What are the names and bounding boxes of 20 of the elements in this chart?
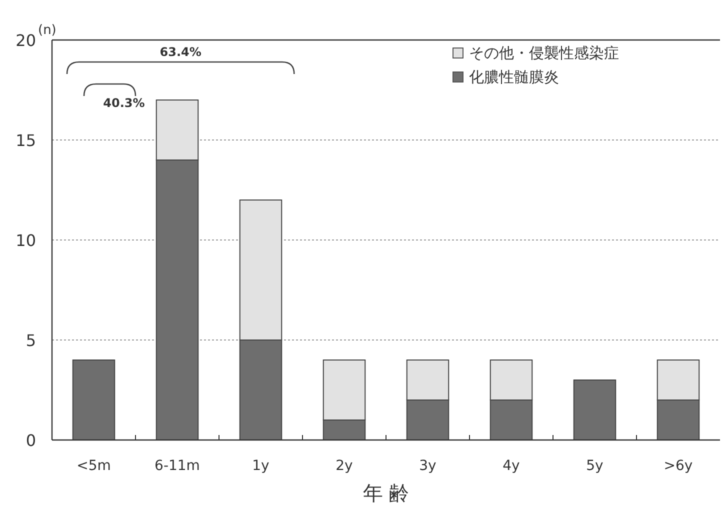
x-axis-title: 年 齢 xyxy=(362,481,410,505)
y-axis-title: (n) xyxy=(38,23,56,38)
x-tick-label: 4y xyxy=(502,458,520,474)
y-tick-label: 5 xyxy=(26,331,36,350)
bar xyxy=(573,380,616,440)
x-tick-label: <5m xyxy=(76,458,111,474)
y-tick-label: 15 xyxy=(16,131,36,150)
annotation: 40.3% xyxy=(103,96,145,110)
y-tick-label: 20 xyxy=(16,31,36,50)
x-tick-label: 3y xyxy=(419,458,436,474)
x-tick-label: >6y xyxy=(664,458,693,474)
annotation: 63.4% xyxy=(160,45,202,59)
y-tick-label: 0 xyxy=(26,431,36,450)
x-tick-label: 2y xyxy=(336,458,353,474)
legend-label: 化膿性髄膜炎 xyxy=(469,68,559,86)
x-tick-label: 1y xyxy=(252,458,270,474)
bar xyxy=(72,360,116,440)
y-tick-label: 10 xyxy=(16,231,36,250)
x-tick-label: 6-11m xyxy=(154,458,200,474)
x-tick-label: 5y xyxy=(586,458,604,474)
